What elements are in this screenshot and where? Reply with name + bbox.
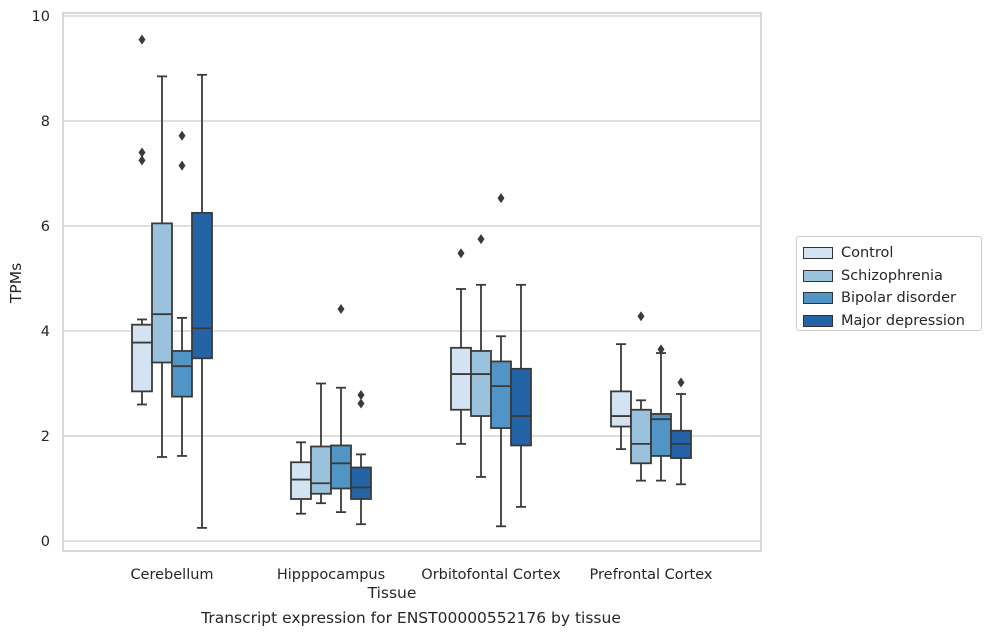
box-2-2 bbox=[490, 193, 512, 528]
y-tick-label: 2 bbox=[41, 429, 50, 445]
chart-caption: Transcript expression for ENST0000055217… bbox=[201, 609, 621, 627]
y-tick-label: 0 bbox=[41, 534, 50, 550]
outlier-point bbox=[357, 390, 365, 401]
outlier-point bbox=[497, 193, 505, 204]
outlier-point bbox=[138, 155, 146, 166]
grid-lines bbox=[62, 12, 762, 552]
box-iqr bbox=[310, 445, 332, 495]
legend-label: Bipolar disorder bbox=[841, 290, 956, 307]
box-2-1 bbox=[330, 303, 352, 514]
box-iqr bbox=[350, 466, 372, 500]
box-iqr bbox=[171, 350, 193, 398]
y-tick-label: 8 bbox=[41, 114, 50, 130]
legend-item: Control bbox=[803, 242, 981, 265]
outlier-point bbox=[477, 234, 485, 245]
box-3-1 bbox=[350, 390, 372, 526]
outlier-point bbox=[138, 147, 146, 158]
box-iqr bbox=[490, 360, 512, 430]
legend-item: Bipolar disorder bbox=[803, 287, 981, 310]
legend-swatch bbox=[803, 314, 833, 327]
outlier-point bbox=[138, 34, 146, 45]
outlier-point bbox=[457, 248, 465, 259]
box-0-3 bbox=[610, 343, 632, 451]
box-2-3 bbox=[650, 344, 672, 482]
y-axis-label: TPMs bbox=[7, 263, 25, 304]
box-0-2 bbox=[450, 248, 472, 445]
legend-item: Schizophrenia bbox=[803, 265, 981, 288]
box-iqr bbox=[151, 222, 173, 364]
legend: Control Schizophrenia Bipolar disorder Majo… bbox=[796, 236, 982, 331]
outlier-point bbox=[178, 130, 186, 141]
box-1-0 bbox=[151, 75, 173, 458]
legend-item: Major depression bbox=[803, 310, 981, 333]
legend-swatch bbox=[803, 292, 833, 305]
x-tick-label: Hipppocampus bbox=[277, 567, 385, 583]
legend-label: Major depression bbox=[841, 312, 965, 329]
outlier-point bbox=[178, 160, 186, 171]
x-tick-label: Cerebellum bbox=[130, 567, 213, 583]
legend-label: Control bbox=[841, 245, 894, 262]
box-iqr bbox=[630, 408, 652, 465]
box-iqr bbox=[470, 350, 492, 417]
legend-label: Schizophrenia bbox=[841, 267, 943, 284]
box-groups bbox=[131, 34, 692, 529]
legend-swatch bbox=[803, 247, 833, 260]
box-iqr bbox=[510, 367, 532, 447]
box-iqr bbox=[610, 390, 632, 428]
y-tick-label: 4 bbox=[41, 324, 50, 340]
box-iqr bbox=[650, 413, 672, 457]
box-iqr bbox=[450, 346, 472, 411]
x-tick-label: Orbitofontal Cortex bbox=[421, 567, 561, 583]
box-2-0 bbox=[171, 130, 193, 457]
outlier-point bbox=[677, 377, 685, 388]
x-tick-label: Prefrontal Cortex bbox=[590, 567, 713, 583]
box-iqr bbox=[330, 444, 352, 490]
outlier-point bbox=[637, 311, 645, 322]
y-tick-label: 10 bbox=[32, 9, 50, 25]
legend-swatch bbox=[803, 269, 833, 282]
box-iqr bbox=[191, 211, 213, 360]
box-1-3 bbox=[630, 311, 652, 482]
box-3-2 bbox=[510, 283, 532, 508]
box-3-0 bbox=[191, 73, 213, 529]
box-3-3 bbox=[670, 377, 692, 486]
outlier-point bbox=[357, 398, 365, 409]
outlier-point bbox=[657, 344, 665, 355]
axes: 0 2 4 6 8 10 Cerebellum Hipppocampus Orbitofonta… bbox=[32, 9, 713, 583]
y-tick-label: 6 bbox=[41, 219, 50, 235]
outlier-point bbox=[337, 303, 345, 314]
box-iqr bbox=[290, 461, 312, 500]
x-axis-label: Tissue bbox=[367, 584, 417, 602]
box-iqr bbox=[131, 323, 153, 393]
